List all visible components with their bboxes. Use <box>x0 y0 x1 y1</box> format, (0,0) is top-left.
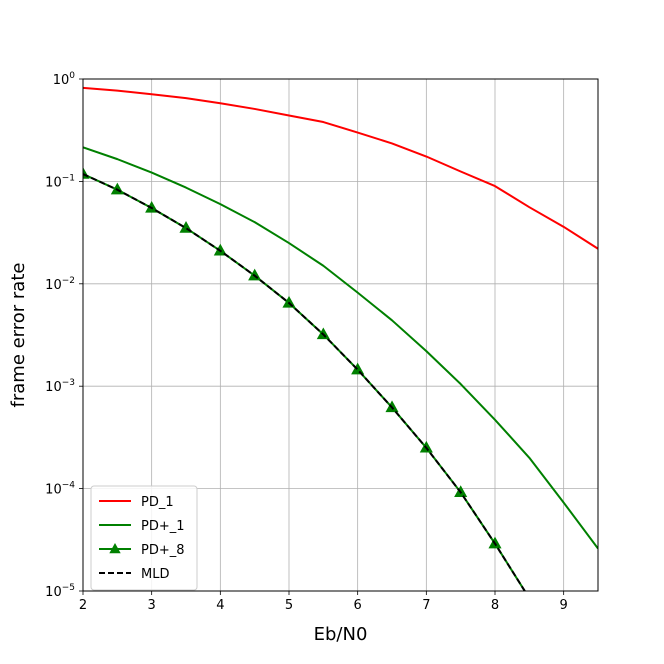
series-line-mld <box>83 173 526 591</box>
x-tick-label: 9 <box>560 598 568 613</box>
legend-label: PD+_8 <box>141 543 185 558</box>
series-line-pdplus-1 <box>83 146 598 550</box>
y-tick-label: 100 <box>53 71 76 88</box>
series-line-pd-1 <box>83 86 598 250</box>
y-tick-label: 10−1 <box>45 173 75 190</box>
x-tick-label: 8 <box>491 598 499 613</box>
x-tick-label: 7 <box>422 598 430 613</box>
x-axis-label: Eb/N0 <box>314 624 368 645</box>
x-tick-label: 6 <box>354 598 362 613</box>
y-tick-label: 10−2 <box>45 276 75 293</box>
y-tick-label: 10−3 <box>45 378 75 395</box>
series-point-pdplus-8 <box>524 592 535 602</box>
x-tick-label: 2 <box>79 598 87 613</box>
series-layer <box>83 86 598 602</box>
legend-label: MLD <box>141 567 169 582</box>
x-tick-label: 5 <box>285 598 293 613</box>
legend: PD_1 PD+_1 PD+_8 MLD <box>90 485 198 591</box>
x-tick-label: 4 <box>216 598 224 613</box>
y-tick-label: 10−4 <box>45 481 75 498</box>
y-axis-label: frame error rate <box>8 263 29 408</box>
legend-label: PD+_1 <box>141 519 185 534</box>
legend-box <box>90 485 198 591</box>
x-tick-label: 3 <box>148 598 156 613</box>
legend-label: PD_1 <box>141 495 174 510</box>
legend-marker <box>109 543 121 554</box>
y-tick-label: 10−5 <box>45 583 75 600</box>
ticks: 2 3 4 5 6 7 8 9 10−5 10−4 10−3 10−2 10−1 100 <box>45 71 568 613</box>
plot-frame <box>82 78 599 592</box>
